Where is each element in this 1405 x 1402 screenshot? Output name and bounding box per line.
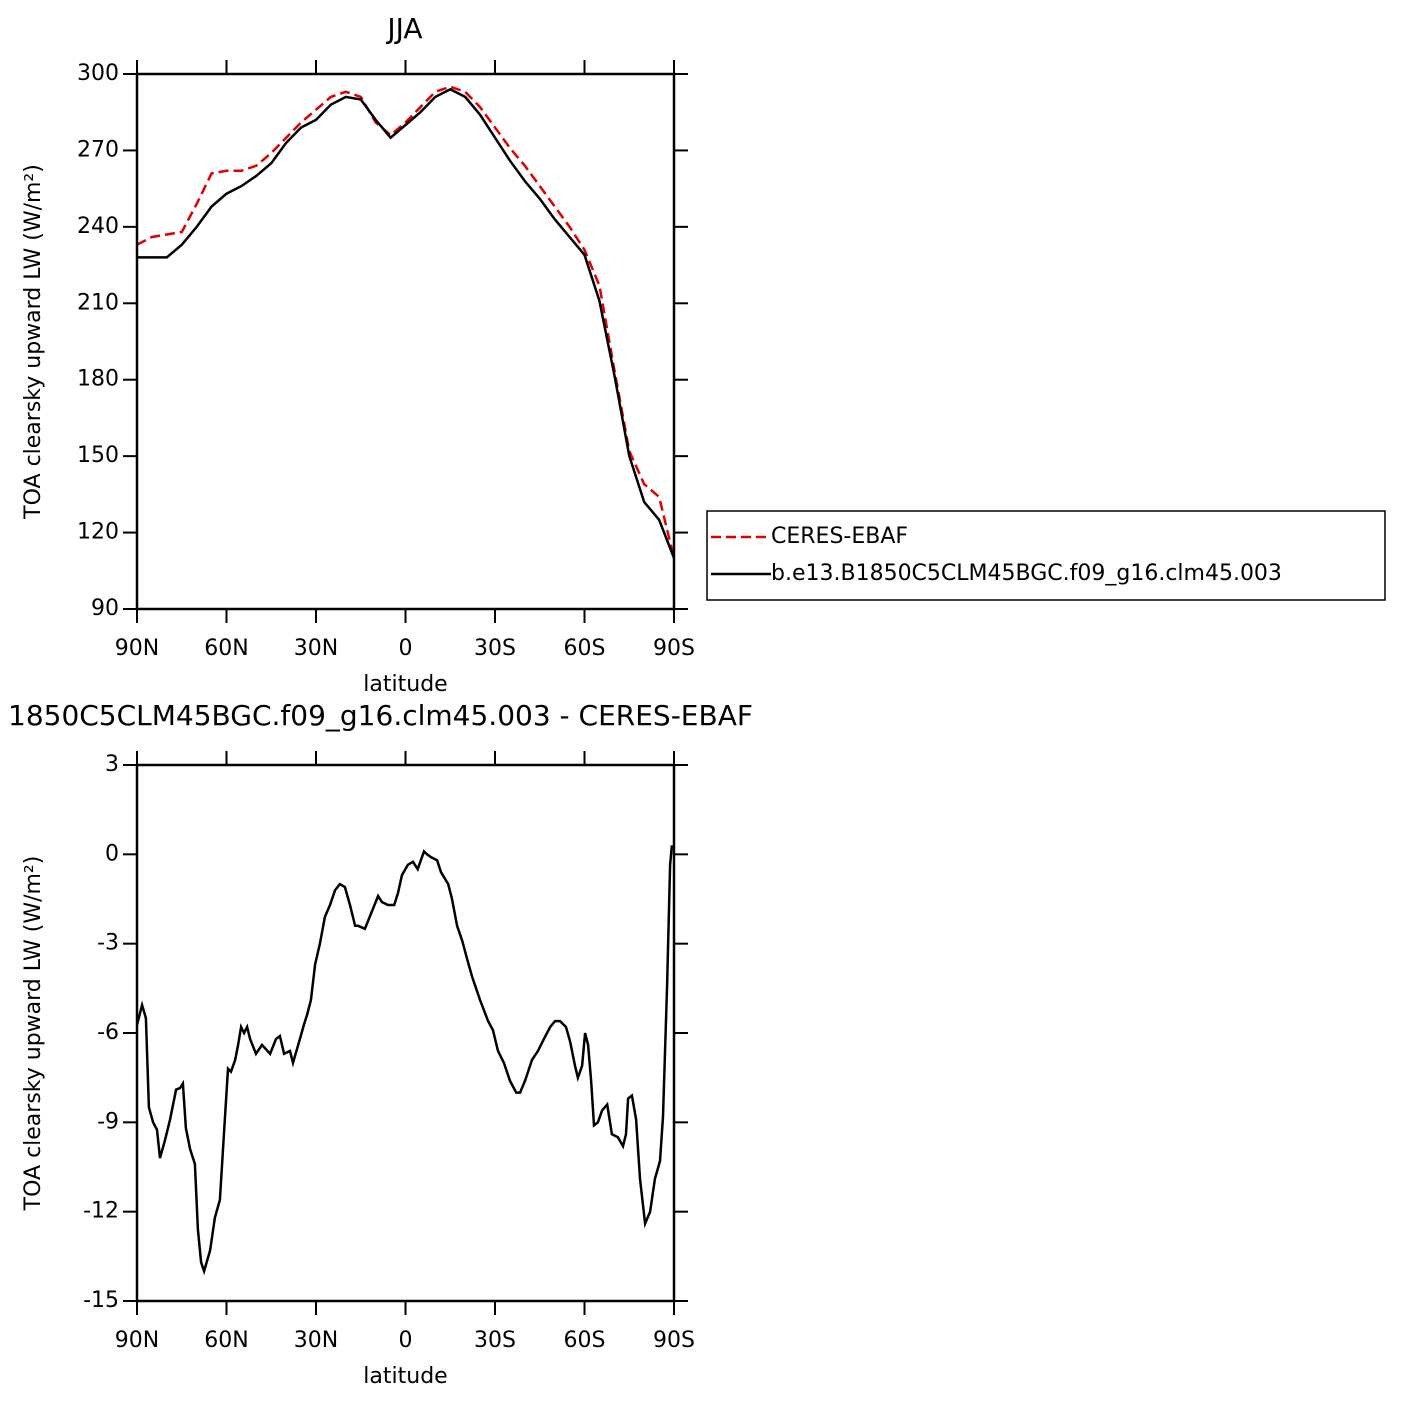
y-tick-label: 0 xyxy=(105,841,119,866)
y-tick-label: 180 xyxy=(77,367,119,392)
legend-box xyxy=(706,510,1386,601)
data-line xyxy=(135,845,674,1276)
y-tick-label: 3 xyxy=(105,752,119,777)
y-tick-label: -12 xyxy=(83,1199,119,1224)
x-tick-label: 60S xyxy=(564,1328,606,1353)
data-line xyxy=(137,87,676,559)
x-tick-label: 30N xyxy=(294,1328,338,1353)
x-axis-label: latitude xyxy=(363,672,447,697)
y-tick-label: 150 xyxy=(77,443,119,468)
x-tick-label: 0 xyxy=(399,1328,413,1353)
x-tick-label: 90N xyxy=(115,636,159,661)
y-tick-label: 240 xyxy=(77,214,119,239)
y-tick-label: -9 xyxy=(97,1109,119,1134)
legend-label: b.e13.B1850C5CLM45BGC.f09_g16.clm45.003 xyxy=(771,561,1282,586)
plot-frame xyxy=(135,72,676,611)
x-tick-label: 30S xyxy=(474,636,516,661)
x-tick-label: 90S xyxy=(653,636,695,661)
legend: CERES-EBAF b.e13.B1850C5CLM45BGC.f09_g16.… xyxy=(706,510,1386,601)
y-tick-label: 120 xyxy=(77,520,119,545)
y-tick-label: 210 xyxy=(77,290,119,315)
y-tick-label: -6 xyxy=(97,1020,119,1045)
x-tick-label: 60S xyxy=(564,636,606,661)
plot-frame xyxy=(135,763,676,1303)
x-tick-label: 0 xyxy=(399,636,413,661)
x-tick-label: 90N xyxy=(115,1328,159,1353)
y-tick-label: 300 xyxy=(77,61,119,86)
legend-label: CERES-EBAF xyxy=(771,524,908,549)
x-tick-label: 60N xyxy=(204,636,248,661)
y-tick-label: 90 xyxy=(91,596,119,621)
y-axis-label: TOA clearsky upward LW (W/m²) xyxy=(21,164,46,520)
chart-title: JJA xyxy=(385,12,422,45)
y-axis-label: TOA clearsky upward LW (W/m²) xyxy=(21,856,46,1212)
chart-title: 1850C5CLM45BGC.f09_g16.clm45.003 - CERES… xyxy=(8,699,753,732)
x-axis-label: latitude xyxy=(363,1364,447,1389)
y-tick-label: 270 xyxy=(77,137,119,162)
x-tick-label: 90S xyxy=(653,1328,695,1353)
y-tick-label: -15 xyxy=(83,1288,119,1313)
x-tick-label: 60N xyxy=(204,1328,248,1353)
y-tick-label: -3 xyxy=(97,931,119,956)
x-tick-label: 30N xyxy=(294,636,338,661)
x-tick-label: 30S xyxy=(474,1328,516,1353)
data-line xyxy=(136,85,676,559)
